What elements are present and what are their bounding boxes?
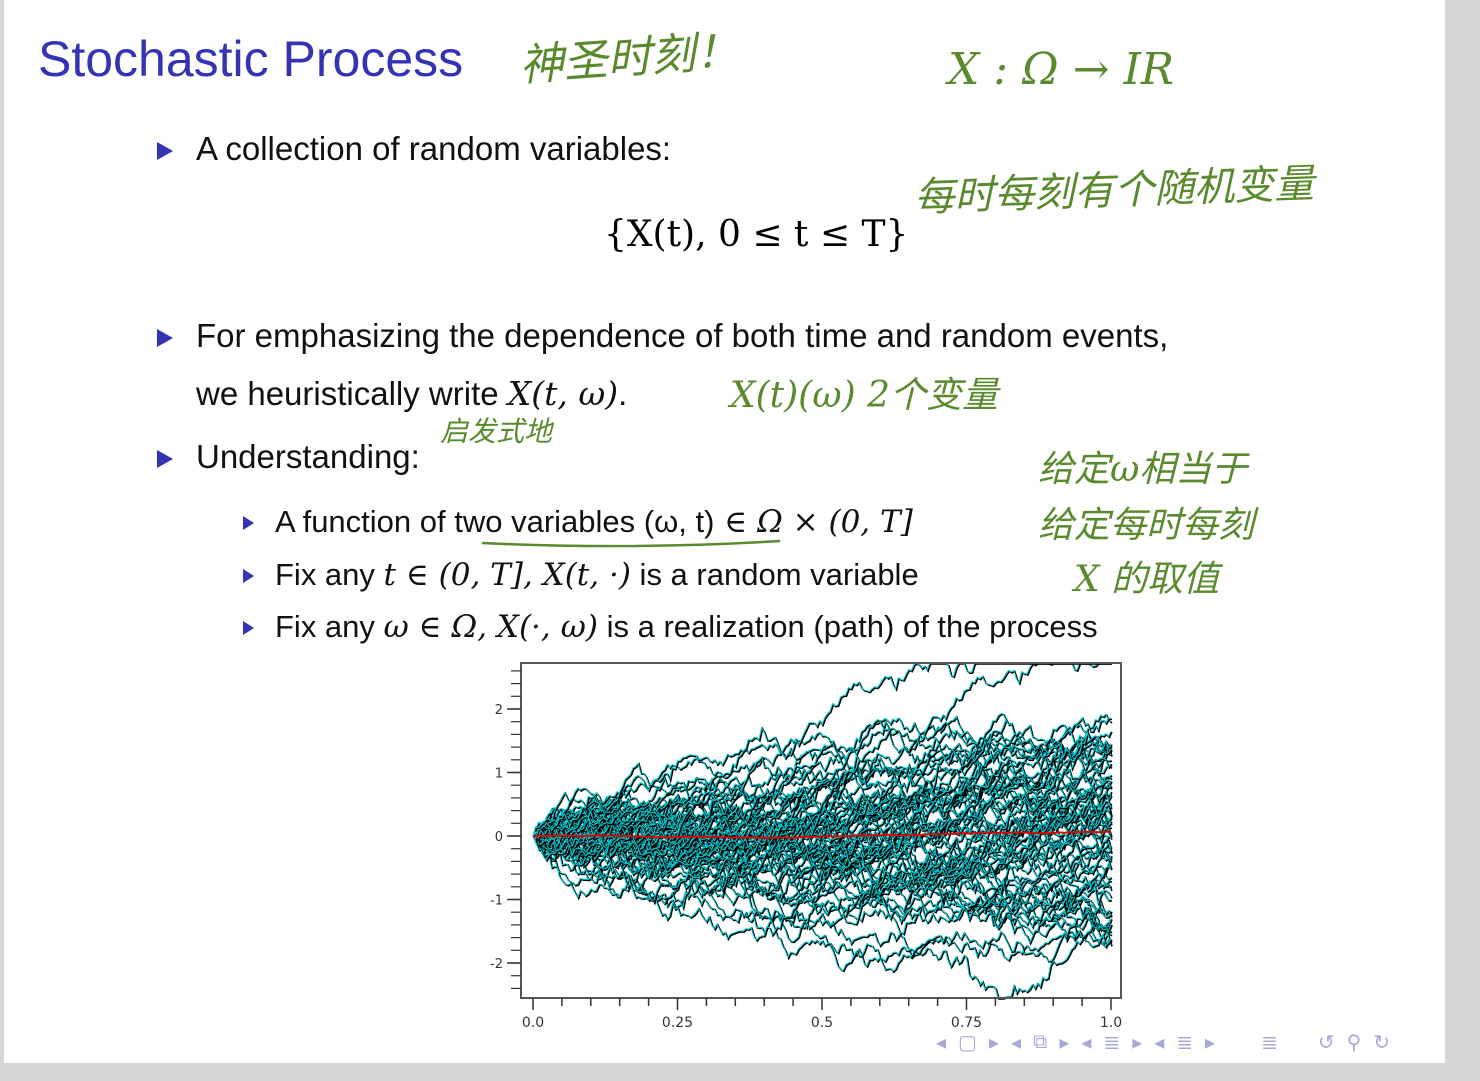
doc-prev-icon[interactable]: ◂ bbox=[1154, 1032, 1165, 1054]
x-tick-label: 1.0 bbox=[1100, 1015, 1122, 1031]
sample-path bbox=[532, 717, 1112, 844]
annotation-notation-note: X(t)(ω) 2个变量 bbox=[730, 375, 998, 416]
x-tick-label: 0.5 bbox=[811, 1015, 833, 1031]
sub-bullet-icon bbox=[243, 621, 254, 635]
bullet-1: A collection of random variables: bbox=[196, 130, 672, 167]
bullet-icon bbox=[157, 142, 173, 160]
back-icon[interactable]: ↺ bbox=[1317, 1032, 1335, 1054]
y-tick-label: 1 bbox=[495, 767, 503, 782]
beamer-navigation: ◂ ▢ ▸ ◂ ⧉ ▸ ◂ ≣ ▸ ◂ ≣ ▸ ≣ ↺ ⚲ ↻ bbox=[930, 1030, 1396, 1055]
section-prev-icon[interactable]: ◂ bbox=[1081, 1032, 1092, 1054]
subsection-icon[interactable]: ⧉ bbox=[1033, 1031, 1048, 1053]
annotation-map-note: X : Ω → IR bbox=[948, 44, 1174, 95]
mean-path bbox=[532, 830, 1112, 839]
subsection-prev-icon[interactable]: ◂ bbox=[1011, 1032, 1022, 1054]
sample-path bbox=[532, 787, 1112, 898]
sample-path-shadow bbox=[533, 821, 1113, 912]
y-tick-label: -1 bbox=[490, 894, 503, 909]
text: A function of bbox=[275, 504, 455, 539]
doc-next-icon[interactable]: ▸ bbox=[1205, 1032, 1216, 1054]
x-tick-label: 0.25 bbox=[662, 1015, 693, 1031]
sample-paths bbox=[532, 662, 1113, 1000]
plot-frame bbox=[520, 662, 1122, 999]
doc-icon[interactable]: ≣ bbox=[1176, 1032, 1194, 1054]
annotation-note-line-1: 给定ω相当于 bbox=[1038, 449, 1248, 490]
math: ω ∈ Ω, X(·, ω) bbox=[383, 609, 598, 645]
section-next-icon[interactable]: ▸ bbox=[1132, 1032, 1143, 1054]
sub-bullet-icon bbox=[243, 569, 254, 583]
underlined-text: two variables (ω, t) bbox=[454, 504, 715, 539]
frame-next-icon[interactable]: ▸ bbox=[988, 1032, 999, 1054]
sample-path-shadow bbox=[533, 812, 1113, 907]
sample-path bbox=[532, 834, 1112, 931]
frame-icon[interactable]: ▢ bbox=[958, 1032, 977, 1054]
y-tick-label: 2 bbox=[495, 703, 503, 718]
viewer-background bbox=[1445, 0, 1480, 1081]
math: ∈ Ω × (0, T] bbox=[714, 504, 913, 540]
search-icon[interactable]: ⚲ bbox=[1346, 1032, 1362, 1054]
math: t ∈ (0, T], X(t, ·) bbox=[383, 557, 631, 593]
slide-title: Stochastic Process bbox=[38, 31, 464, 87]
sample-path-shadow bbox=[533, 721, 1113, 844]
annotation-underline bbox=[481, 539, 781, 548]
subsection-next-icon[interactable]: ▸ bbox=[1059, 1032, 1070, 1054]
sub-bullet-icon bbox=[243, 516, 254, 530]
sample-path bbox=[532, 821, 1112, 910]
x-tick-label: 0.0 bbox=[522, 1015, 544, 1031]
sample-path bbox=[532, 721, 1112, 842]
forward-icon[interactable]: ↻ bbox=[1373, 1032, 1391, 1054]
sample-path bbox=[532, 727, 1112, 857]
bullet-3: Understanding: bbox=[196, 438, 420, 475]
y-tick-label: -2 bbox=[490, 957, 503, 972]
bullet-2-line-2: we heuristically write X(t, ω). bbox=[196, 374, 627, 413]
bullet-icon bbox=[157, 329, 173, 347]
sample-path bbox=[532, 757, 1112, 857]
annotation-note-line-2: 给定每时每刻 bbox=[1038, 505, 1255, 546]
text: . bbox=[618, 375, 628, 412]
bullet-icon bbox=[157, 450, 173, 468]
annotation-heuristic-note: 启发式地 bbox=[440, 415, 553, 448]
bullet-2-line-1: For emphasizing the dependence of both t… bbox=[196, 317, 1169, 354]
sub-bullet-2: Fix any t ∈ (0, T], X(t, ·) is a random … bbox=[275, 557, 919, 593]
y-tick-label: 0 bbox=[495, 830, 503, 845]
brownian-paths-figure: 2 1 0 -1 -2 0.0 0.25 0.5 0.75 1.0 bbox=[490, 662, 1122, 1031]
toc-icon[interactable]: ≣ bbox=[1261, 1032, 1278, 1054]
x-tick-label: 0.75 bbox=[951, 1015, 982, 1031]
frame-prev-icon[interactable]: ◂ bbox=[936, 1032, 947, 1054]
text: Fix any bbox=[275, 557, 384, 592]
text: is a realization (path) of the process bbox=[597, 609, 1098, 644]
math: X(t, ω) bbox=[507, 374, 619, 413]
sample-path bbox=[532, 719, 1112, 838]
sample-path-shadow bbox=[533, 814, 1113, 868]
text: Fix any bbox=[275, 609, 384, 644]
sub-bullet-3: Fix any ω ∈ Ω, X(·, ω) is a realization … bbox=[275, 609, 1098, 645]
section-icon[interactable]: ≣ bbox=[1103, 1032, 1121, 1054]
text: we heuristically write bbox=[196, 375, 508, 412]
sample-path bbox=[532, 813, 1112, 866]
sample-path bbox=[532, 835, 1112, 922]
sample-path bbox=[532, 833, 1112, 905]
sub-bullet-1: A function of two variables (ω, t) ∈ Ω ×… bbox=[275, 504, 913, 540]
collection-formula: {X(t), 0 ≤ t ≤ T} bbox=[604, 214, 909, 255]
text: is a random variable bbox=[630, 557, 919, 592]
slide: Stochastic Process 神圣时刻！ X : Ω → IR A co… bbox=[4, 0, 1445, 1063]
annotation-note-line-3: X 的取值 bbox=[1074, 559, 1220, 600]
